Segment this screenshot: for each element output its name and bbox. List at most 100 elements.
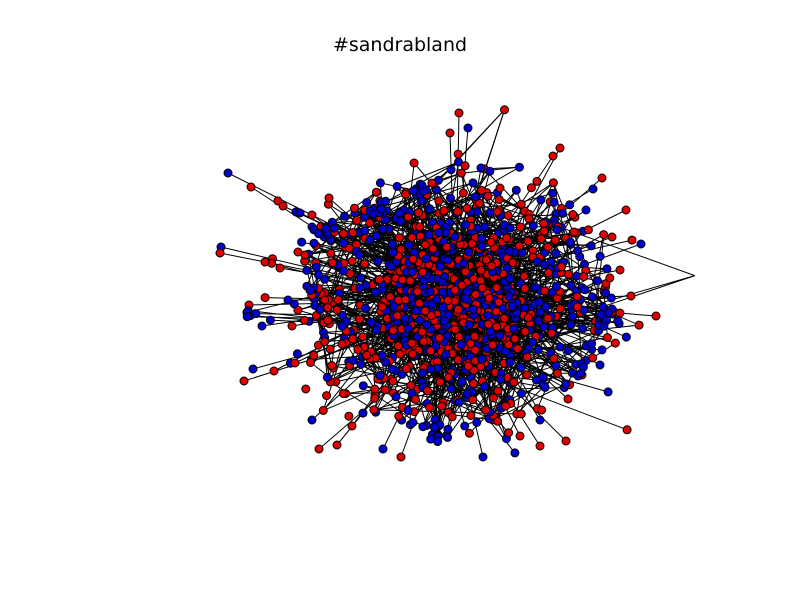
graph-node (486, 237, 496, 247)
graph-node (492, 322, 502, 332)
graph-node (483, 319, 493, 329)
graph-node (373, 256, 383, 266)
graph-node (406, 381, 416, 390)
graph-node (444, 372, 453, 382)
graph-node (371, 287, 381, 297)
graph-node (538, 372, 548, 382)
graph-node (251, 309, 261, 319)
graph-node (493, 416, 503, 426)
graph-node (326, 248, 336, 258)
graph-node (603, 387, 613, 397)
graph-node (405, 276, 415, 286)
graph-node (415, 315, 425, 325)
graph-node (515, 222, 525, 232)
graph-node (401, 364, 411, 374)
graph-node (422, 320, 432, 330)
graph-node (339, 238, 348, 248)
graph-node (410, 394, 420, 404)
graph-node (526, 183, 536, 193)
graph-node (552, 368, 562, 378)
graph-node (408, 349, 418, 359)
graph-node (565, 237, 575, 247)
graph-node (636, 239, 646, 249)
graph-node (634, 320, 644, 330)
graph-node (615, 265, 625, 275)
graph-node (460, 267, 470, 277)
graph-node (409, 158, 419, 168)
graph-node (549, 354, 559, 363)
graph-node (426, 346, 436, 356)
graph-node (566, 320, 576, 330)
graph-node (462, 389, 472, 399)
graph-node (413, 287, 422, 297)
graph-node (440, 316, 449, 326)
graph-node (445, 128, 455, 138)
graph-node (415, 231, 425, 241)
graph-node (307, 210, 317, 220)
graph-node (578, 323, 587, 333)
graph-node (477, 241, 487, 251)
graph-edge (501, 330, 530, 409)
graph-node (474, 198, 484, 208)
graph-node (572, 292, 582, 302)
graph-node (607, 232, 617, 242)
graph-node (514, 162, 524, 172)
graph-node (548, 178, 558, 188)
graph-node (370, 384, 380, 394)
graph-node (246, 182, 256, 192)
graph-node (587, 292, 597, 302)
graph-node (476, 265, 486, 275)
graph-node (414, 298, 424, 308)
graph-node (305, 285, 315, 295)
graph-node (586, 241, 596, 251)
graph-node (569, 227, 579, 237)
graph-node (489, 393, 499, 403)
graph-node (457, 376, 467, 386)
graph-node (400, 314, 410, 323)
graph-edge (511, 236, 613, 276)
graph-node (476, 163, 486, 173)
graph-node (539, 260, 549, 270)
graph-node (519, 271, 529, 281)
graph-node (523, 236, 533, 246)
graph-node (427, 178, 437, 188)
graph-node (471, 290, 480, 299)
graph-node (537, 405, 547, 415)
graph-node (478, 452, 488, 462)
graph-node (558, 208, 568, 218)
graph-node (358, 332, 368, 342)
graph-node (447, 412, 457, 422)
graph-node (516, 409, 526, 419)
graph-node (356, 359, 366, 369)
graph-node (355, 283, 365, 293)
graph-node (477, 283, 487, 293)
graph-node (504, 340, 514, 350)
graph-node (621, 205, 631, 215)
graph-node (354, 250, 364, 260)
graph-node (446, 165, 456, 175)
graph-node (456, 168, 466, 178)
graph-node (477, 233, 486, 243)
graph-node (419, 336, 429, 346)
graph-node (450, 324, 460, 334)
graph-node (372, 231, 382, 241)
graph-node (355, 314, 365, 324)
graph-edge (310, 247, 350, 291)
graph-node (476, 362, 486, 371)
figure-title: #sandrabland (332, 34, 468, 56)
graph-node (606, 293, 616, 303)
graph-node (260, 293, 270, 303)
graph-node (508, 258, 518, 268)
graph-node (604, 308, 614, 318)
graph-node (555, 143, 565, 153)
graph-node (371, 187, 381, 197)
graph-node (477, 185, 487, 195)
graph-node (493, 386, 503, 396)
graph-node (407, 338, 417, 348)
graph-node (522, 370, 532, 380)
graph-node (387, 364, 397, 374)
graph-node (651, 311, 661, 321)
graph-node (472, 418, 482, 427)
graph-node (435, 377, 445, 387)
